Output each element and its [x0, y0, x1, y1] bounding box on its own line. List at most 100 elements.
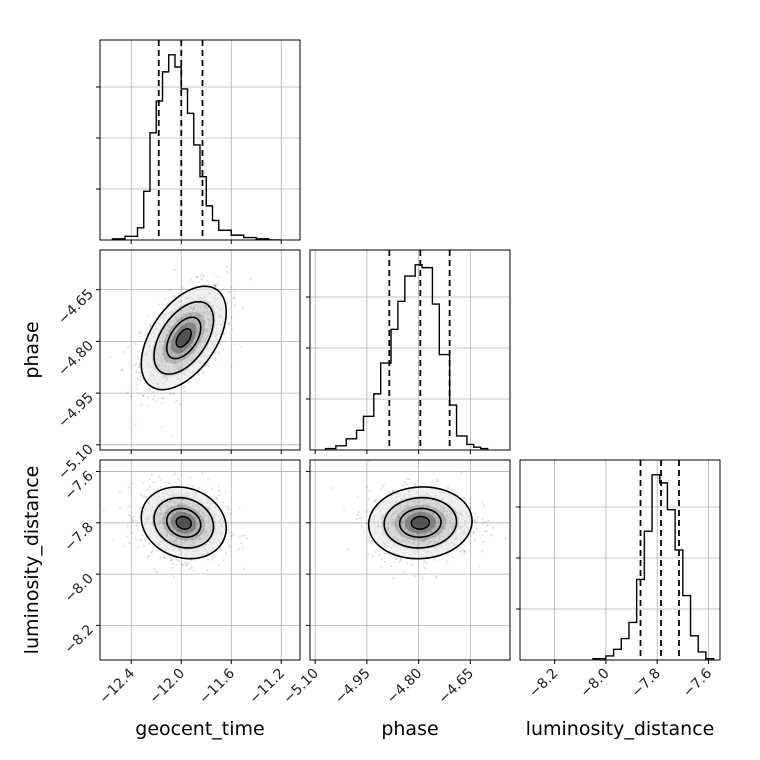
- x-tick-label: −4.65: [436, 666, 478, 708]
- scatter-point: [136, 378, 140, 381]
- scatter-point: [131, 519, 135, 522]
- scatter-point: [173, 269, 176, 272]
- scatter-point: [213, 554, 216, 557]
- scatter-point: [131, 518, 134, 521]
- scatter-point: [435, 577, 438, 580]
- xlabel-luminosity-distance: luminosity_distance: [526, 718, 715, 740]
- scatter-point: [357, 511, 360, 514]
- xlabel-geocent-time: geocent_time: [135, 718, 264, 740]
- scatter-point: [206, 558, 209, 561]
- scatter-point: [388, 490, 391, 493]
- scatter-point: [357, 513, 360, 517]
- scatter-point: [177, 478, 180, 481]
- scatter-point: [222, 559, 225, 562]
- panel-geocent_time-luminosity_distance: −12.4 −12.0 −11.6 −11.2−8.2−8.0−7.8−7.6: [61, 459, 301, 707]
- scatter-point: [176, 399, 179, 402]
- scatter-point: [133, 364, 136, 368]
- scatter-point: [200, 278, 203, 281]
- contour-line: [398, 507, 442, 538]
- scatter-point: [367, 552, 370, 556]
- scatter-point: [217, 493, 221, 497]
- scatter-point: [394, 557, 397, 561]
- scatter-point: [147, 542, 151, 545]
- scatter-point: [170, 559, 173, 562]
- density-shade: [404, 512, 436, 534]
- scatter-point: [214, 283, 217, 286]
- scatter-point: [154, 399, 157, 403]
- scatter-point: [136, 355, 139, 358]
- scatter-point: [149, 388, 152, 391]
- panel-frame: [309, 249, 511, 451]
- scatter-point: [152, 390, 155, 394]
- scatter-point: [229, 512, 232, 515]
- scatter-point: [182, 564, 185, 567]
- panel-luminosity_distance-luminosity_distance: −8.2 −8.0 −7.8 −7.6: [516, 459, 721, 701]
- scatter-point: [185, 564, 188, 567]
- scatter-point: [228, 291, 232, 294]
- scatter-point: [134, 362, 138, 366]
- scatter-point: [118, 490, 121, 494]
- scatter-point: [390, 565, 393, 568]
- scatter-point: [489, 533, 493, 537]
- scatter-point: [207, 364, 210, 367]
- scatter-point: [230, 531, 233, 534]
- scatter-point: [144, 333, 147, 336]
- density-shade: [151, 495, 216, 550]
- scatter-point: [181, 286, 184, 290]
- scatter-point: [410, 563, 413, 566]
- scatter-point: [138, 375, 142, 378]
- scatter-point: [193, 559, 196, 562]
- scatter-point: [227, 508, 230, 511]
- scatter-point: [476, 516, 479, 519]
- scatter-point: [371, 555, 374, 558]
- scatter-point: [127, 346, 130, 349]
- scatter-point: [169, 289, 172, 292]
- scatter-point: [226, 291, 230, 294]
- scatter-point: [145, 331, 148, 334]
- scatter-point: [356, 496, 359, 499]
- scatter-point: [169, 392, 172, 395]
- scatter-point: [188, 280, 191, 284]
- scatter-point: [464, 499, 467, 502]
- scatter-point: [224, 551, 228, 554]
- panel-phase-phase: [306, 249, 511, 454]
- scatter-point: [190, 566, 193, 569]
- scatter-point: [149, 324, 153, 327]
- scatter-point: [155, 570, 158, 573]
- ylabel-luminosity-distance: luminosity_distance: [21, 466, 43, 655]
- scatter-point: [462, 497, 466, 500]
- scatter-point: [462, 543, 465, 546]
- y-tick-label: −8.0: [61, 571, 96, 606]
- scatter-point: [177, 292, 181, 295]
- scatter-point: [135, 387, 138, 390]
- scatter-point: [164, 297, 167, 300]
- contour-line: [140, 285, 228, 391]
- scatter-point: [175, 563, 178, 566]
- scatter-point: [240, 541, 243, 545]
- scatter-point: [401, 484, 405, 487]
- scatter-point: [120, 369, 123, 372]
- scatter-point: [485, 529, 489, 533]
- scatter-point: [445, 560, 449, 563]
- scatter-point: [343, 508, 346, 511]
- density-shade: [394, 504, 447, 541]
- y-tick-label: −4.65: [55, 286, 97, 328]
- scatter-point: [481, 549, 484, 553]
- scatter-point: [210, 487, 214, 491]
- y-tick-label: −4.95: [55, 390, 97, 432]
- scatter-point: [219, 342, 222, 346]
- scatter-point: [139, 494, 143, 497]
- scatter-point: [138, 371, 141, 374]
- scatter-point: [212, 283, 215, 287]
- scatter-point: [485, 524, 489, 527]
- panels: −5.10−4.95−4.80−4.65−12.4 −12.0 −11.6 −11.2…: [55, 39, 721, 708]
- scatter-point: [172, 392, 176, 395]
- scatter-point: [157, 303, 160, 306]
- scatter-point: [141, 534, 144, 537]
- scatter-point: [163, 556, 166, 560]
- scatter-point: [135, 524, 138, 527]
- scatter-point: [134, 519, 138, 522]
- scatter-point: [145, 496, 148, 499]
- scatter-point: [160, 401, 163, 405]
- scatter-point: [139, 379, 142, 382]
